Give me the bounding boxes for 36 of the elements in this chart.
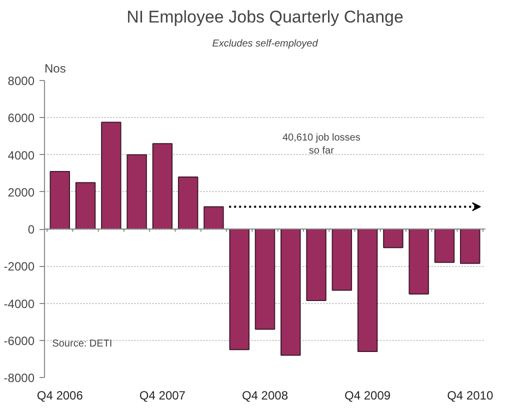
y-tick-label: -4000 <box>4 296 35 311</box>
bar <box>152 143 173 230</box>
y-axis-title: Nos <box>44 62 66 76</box>
bar <box>126 154 147 230</box>
bar <box>306 228 326 301</box>
x-tick-label: Q4 2009 <box>344 388 391 402</box>
y-tick-label: 2000 <box>8 185 35 200</box>
bar <box>254 228 276 330</box>
x-tick-label: Q4 2010 <box>447 388 494 402</box>
bar <box>204 206 224 230</box>
y-tick-label: 0 <box>28 222 35 236</box>
y-tick-label: -8000 <box>4 371 35 385</box>
bar <box>50 170 70 230</box>
bar <box>75 182 96 230</box>
bar <box>101 122 122 230</box>
y-tick-label: -2000 <box>4 260 35 274</box>
annotation: 40,610 job losses so far <box>282 132 360 157</box>
x-tick-label: Q4 2006 <box>36 388 84 402</box>
bar <box>434 228 455 263</box>
chart-subtitle: Excludes self-employed <box>212 38 318 50</box>
x-tick-label: Q4 2008 <box>242 388 288 402</box>
bar <box>383 228 404 248</box>
y-tick-label: 4000 <box>8 148 35 162</box>
bar <box>357 228 378 352</box>
bar <box>178 176 198 230</box>
chart-title: NI Employee Jobs Quarterly Change <box>126 8 404 26</box>
bar <box>408 228 429 294</box>
bar <box>229 228 250 350</box>
y-tick-label: 8000 <box>8 74 35 88</box>
x-tick-label: Q4 2007 <box>139 388 186 402</box>
bar <box>460 228 480 264</box>
y-tick-label: 6000 <box>8 111 35 126</box>
bar <box>280 228 301 356</box>
y-tick-label: -6000 <box>4 334 35 348</box>
bar <box>332 228 352 291</box>
annotation: Source: DETI <box>52 338 112 350</box>
